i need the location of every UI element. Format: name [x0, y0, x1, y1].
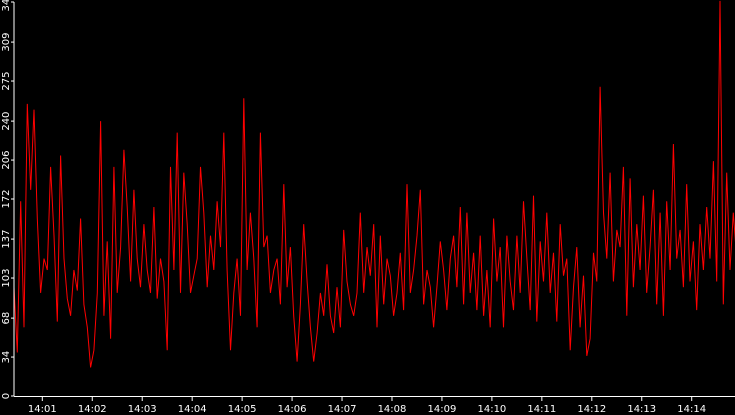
- y-tick-label: 240: [1, 112, 12, 131]
- x-tick-label: 14:13: [627, 404, 656, 415]
- x-tick-label: 14:12: [577, 404, 606, 415]
- series-layer: [13, 0, 735, 368]
- x-tick-label: 14:11: [527, 404, 556, 415]
- x-tick-label: 14:05: [228, 404, 257, 415]
- y-tick-label: 103: [1, 268, 12, 287]
- y-tick-label: 172: [1, 189, 12, 208]
- x-tick-label: 14:04: [178, 404, 207, 415]
- y-tick-label: 206: [1, 151, 12, 170]
- y-tick-label: 309: [1, 33, 12, 52]
- y-tick-label: 68: [1, 312, 12, 325]
- x-tick-label: 14:03: [128, 404, 157, 415]
- x-tick-label: 14:14: [677, 404, 706, 415]
- x-tick-label: 14:07: [328, 404, 357, 415]
- x-tick-label: 14:02: [78, 404, 107, 415]
- x-tick-label: 14:08: [378, 404, 407, 415]
- series-line-0: [13, 0, 735, 368]
- x-tick-label: 14:06: [278, 404, 307, 415]
- y-tick-label: 34: [1, 351, 12, 364]
- y-tick-label: 344: [1, 0, 12, 12]
- y-tick-label: 0: [1, 393, 12, 399]
- x-tick-label: 14:10: [477, 404, 506, 415]
- y-tick-label: 137: [1, 230, 12, 249]
- y-tick-label: 275: [1, 71, 12, 90]
- x-tick-label: 14:09: [428, 404, 457, 415]
- x-tick-label: 14:01: [28, 404, 57, 415]
